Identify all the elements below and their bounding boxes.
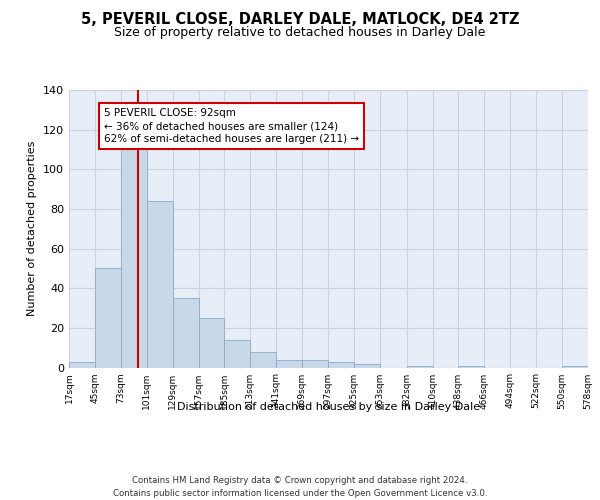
Bar: [276, 360, 302, 368]
Bar: [354, 364, 380, 368]
Bar: [224, 340, 250, 367]
Text: Size of property relative to detached houses in Darley Dale: Size of property relative to detached ho…: [115, 26, 485, 39]
Text: 5, PEVERIL CLOSE, DARLEY DALE, MATLOCK, DE4 2TZ: 5, PEVERIL CLOSE, DARLEY DALE, MATLOCK, …: [81, 12, 519, 28]
Text: Contains HM Land Registry data © Crown copyright and database right 2024.
Contai: Contains HM Land Registry data © Crown c…: [113, 476, 487, 498]
Bar: [302, 360, 328, 368]
Text: Distribution of detached houses by size in Darley Dale: Distribution of detached houses by size …: [177, 402, 481, 412]
Bar: [328, 362, 354, 368]
Bar: [121, 146, 147, 368]
Bar: [407, 366, 433, 368]
Bar: [173, 298, 199, 368]
Bar: [95, 268, 121, 368]
Bar: [562, 366, 588, 368]
Bar: [147, 201, 173, 368]
Bar: [458, 366, 484, 368]
Bar: [69, 362, 95, 368]
Text: 5 PEVERIL CLOSE: 92sqm
← 36% of detached houses are smaller (124)
62% of semi-de: 5 PEVERIL CLOSE: 92sqm ← 36% of detached…: [104, 108, 359, 144]
Bar: [199, 318, 224, 368]
Y-axis label: Number of detached properties: Number of detached properties: [28, 141, 37, 316]
Bar: [250, 352, 276, 368]
